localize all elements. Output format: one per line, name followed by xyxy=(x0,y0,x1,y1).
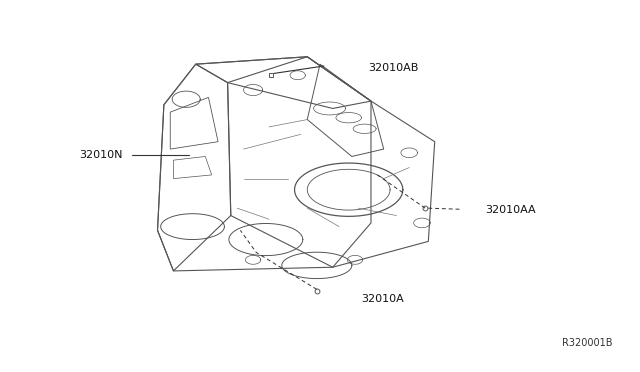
Text: R320001B: R320001B xyxy=(562,339,612,349)
Text: 32010N: 32010N xyxy=(79,150,122,160)
Text: 32010A: 32010A xyxy=(362,294,404,304)
Text: 32010AA: 32010AA xyxy=(486,205,536,215)
Text: 32010AB: 32010AB xyxy=(368,63,418,73)
